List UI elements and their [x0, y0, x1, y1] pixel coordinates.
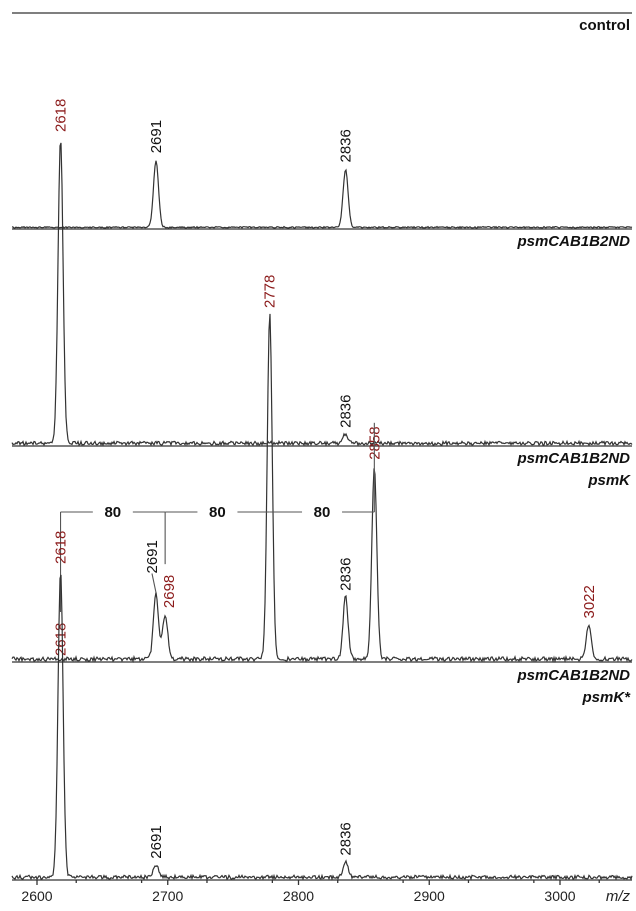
peak-label-2691: 2691	[148, 120, 165, 153]
spectrum-trace	[11, 160, 633, 229]
panel-label: psmK*	[581, 689, 631, 706]
peak-label-2691: 2691	[144, 540, 161, 573]
peak-2691-leader	[151, 573, 157, 593]
peak-label-2618: 2618	[53, 531, 70, 564]
peak-label-2618: 2618	[53, 99, 70, 132]
spectrum-trace	[11, 142, 633, 447]
peak-label-2698: 2698	[161, 575, 178, 608]
peak-label-2836: 2836	[338, 558, 355, 591]
spectrum-trace	[11, 313, 633, 664]
x-tick-label: 3000	[544, 888, 575, 904]
panel-label: psmCAB1B2ND	[516, 667, 630, 684]
x-tick-label: 2800	[283, 888, 314, 904]
panel-label: psmCAB1B2ND	[516, 450, 630, 467]
peak-label-2778: 2778	[262, 275, 279, 308]
peak-label-2691: 2691	[148, 825, 165, 858]
x-tick-label: 2700	[152, 888, 183, 904]
peak-label-2836: 2836	[338, 395, 355, 428]
x-axis-label: m/z	[606, 888, 631, 905]
peak-label-2836: 2836	[338, 129, 355, 162]
mass-difference-label: 80	[209, 504, 226, 521]
peak-label-2618: 2618	[53, 623, 70, 656]
x-tick-label: 2900	[414, 888, 445, 904]
x-tick-label: 2600	[21, 888, 52, 904]
mass-difference-label: 80	[314, 504, 331, 521]
peak-label-3022: 3022	[581, 585, 598, 618]
panel-label: psmK	[587, 472, 631, 489]
spectrum-trace	[11, 574, 633, 881]
panel-label: control	[579, 17, 630, 34]
mass-difference-label: 80	[104, 504, 121, 521]
peak-label-2836: 2836	[338, 822, 355, 855]
panel-label: psmCAB1B2ND	[516, 233, 630, 250]
